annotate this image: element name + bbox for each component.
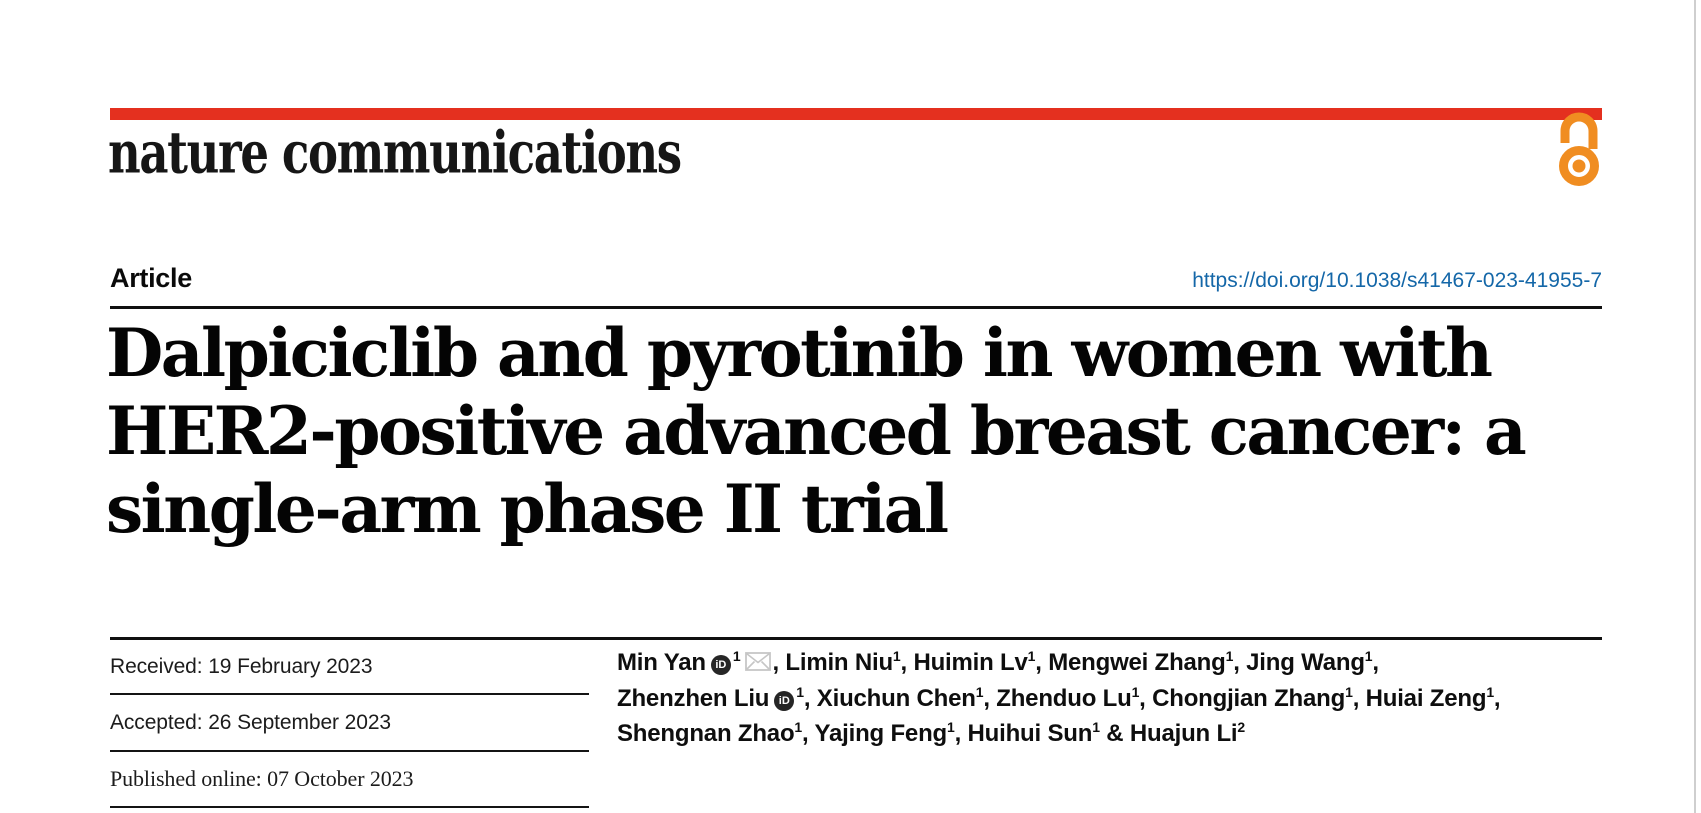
author-affiliation-sup: 1 — [947, 719, 955, 735]
author-name: Zhenzhen Liu — [617, 684, 770, 712]
author-line: Shengnan Zhao1, Yajing Feng1, Huihui Sun… — [617, 716, 1597, 752]
orcid-icon[interactable]: iD — [774, 690, 795, 711]
author-name: Yajing Feng — [814, 720, 948, 747]
author-separator: , — [1233, 649, 1247, 676]
author-name: Mengwei Zhang — [1048, 649, 1226, 676]
author-affiliation-sup: 1 — [794, 719, 802, 735]
author-affiliation-sup: 1 — [975, 683, 984, 700]
author-name: Huihui Sun — [967, 720, 1093, 747]
author-affiliation-sup: 1 — [892, 648, 901, 664]
journal-logo: nature communications — [108, 118, 682, 187]
author-affiliation-sup: 1 — [1131, 683, 1140, 700]
author-separator: , — [802, 720, 815, 747]
author-list: Min Yan iD1, Limin Niu1, Huimin Lv1, Meng… — [617, 645, 1597, 752]
author-name: Xiuchun Chen — [816, 684, 976, 712]
author-separator: , — [772, 649, 786, 676]
author-affiliation-sup: 1 — [1364, 648, 1373, 664]
author-name: Huimin Lv — [913, 649, 1028, 676]
accepted-date: Accepted: 26 September 2023 — [110, 711, 391, 734]
article-kicker: Article — [110, 263, 192, 293]
divider — [110, 693, 589, 695]
author-name: Huajun Li — [1129, 720, 1238, 747]
header-divider — [110, 306, 1602, 309]
author-name: Chongjian Zhang — [1152, 684, 1346, 712]
author-separator: , — [983, 684, 997, 712]
published-date: Published online: 07 October 2023 — [110, 766, 414, 791]
article-title: Dalpiciclib and pyrotinib in women with … — [106, 314, 1606, 548]
title-line: single-arm phase II trial — [106, 470, 949, 548]
history-top-divider — [110, 637, 1602, 640]
divider — [110, 806, 589, 808]
author-line: Zhenzhen Liu iD1, Xiuchun Chen1, Zhenduo … — [617, 681, 1597, 717]
author-line: Min Yan iD1, Limin Niu1, Huimin Lv1, Meng… — [617, 645, 1597, 681]
title-line: Dalpiciclib and pyrotinib in women with — [106, 314, 1493, 392]
author-name: Limin Niu — [785, 649, 893, 676]
received-date: Received: 19 February 2023 — [110, 655, 373, 678]
author-affiliation-sup: 1 — [1225, 648, 1234, 664]
title-line: HER2-positive advanced breast cancer: a — [106, 392, 1527, 470]
page-edge-line — [1694, 0, 1696, 813]
author-separator: , — [954, 720, 968, 747]
author-name: Zhenduo Lu — [996, 684, 1132, 712]
author-separator: , — [900, 649, 914, 676]
author-separator: & — [1099, 720, 1130, 747]
author-separator: , — [1139, 684, 1153, 712]
author-affiliation-sup: 1 — [1092, 719, 1100, 735]
divider — [110, 750, 589, 752]
author-name: Shengnan Zhao — [617, 720, 795, 747]
email-icon[interactable] — [745, 646, 772, 682]
author-affiliation-sup: 2 — [1237, 719, 1245, 735]
author-separator: , — [803, 684, 817, 712]
author-name: Jing Wang — [1246, 649, 1365, 676]
author-name: Huiai Zeng — [1365, 684, 1487, 712]
author-affiliation-sup: 1 — [1486, 683, 1494, 700]
author-separator: , — [1493, 684, 1501, 712]
author-separator: , — [1372, 649, 1379, 676]
author-name: Min Yan — [617, 649, 706, 676]
doi-link[interactable]: https://doi.org/10.1038/s41467-023-41955… — [1192, 269, 1602, 292]
author-separator: , — [1035, 649, 1049, 676]
author-affiliation-sup: 1 — [1027, 648, 1036, 664]
author-affiliation-sup: 1 — [796, 683, 804, 700]
author-separator: , — [1352, 684, 1366, 712]
open-access-icon — [1559, 112, 1599, 186]
orcid-icon[interactable]: iD — [710, 655, 731, 675]
author-affiliation-sup: 1 — [732, 648, 741, 664]
brand-bar — [110, 108, 1602, 120]
author-affiliation-sup: 1 — [1345, 683, 1353, 700]
